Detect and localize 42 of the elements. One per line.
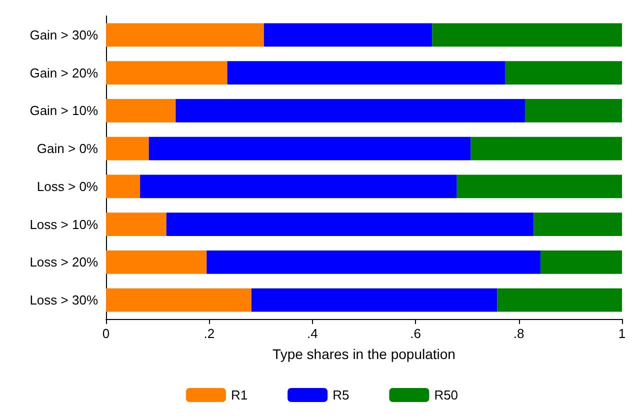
bar: [470, 136, 622, 160]
y-tick-label: Gain > 20%: [30, 65, 98, 80]
legend-label: R5: [332, 388, 350, 402]
bar: [264, 23, 432, 47]
y-tick-label: Loss > 10%: [30, 216, 98, 232]
x-tick-label: .2: [204, 326, 215, 341]
bar: [106, 250, 207, 274]
bar: [432, 23, 622, 47]
bar: [106, 136, 149, 160]
bar: [206, 250, 540, 274]
bar: [497, 288, 622, 312]
bar: [106, 61, 228, 85]
bar: [534, 212, 622, 236]
bar: [106, 23, 264, 47]
x-tick-label: .8: [513, 326, 524, 341]
x-axis-title: Type shares in the population: [272, 346, 456, 362]
y-tick-label: Loss > 30%: [30, 292, 98, 308]
bar: [540, 250, 622, 274]
legend-label: R1: [230, 388, 248, 402]
bar: [140, 174, 457, 198]
x-tick-label: 0: [102, 326, 110, 341]
bar: [252, 288, 498, 312]
x-tick-label: .6: [410, 326, 422, 341]
bar: [176, 98, 525, 122]
bar: [106, 212, 166, 236]
bar: [166, 212, 534, 236]
bar: [106, 174, 140, 198]
x-tick-label: 1: [618, 326, 626, 341]
y-tick-label: Gain > 30%: [30, 27, 98, 42]
legend-label: R50: [434, 388, 458, 402]
x-tick-label: .4: [306, 326, 318, 341]
y-tick-label: Loss > 0%: [36, 178, 98, 194]
y-tick-label: Gain > 0%: [36, 141, 98, 156]
bar: [106, 288, 252, 312]
bar: [505, 61, 622, 85]
bar: [524, 98, 622, 122]
bar: [148, 136, 471, 160]
bar: [456, 174, 622, 198]
y-tick-label: Gain > 10%: [30, 103, 98, 118]
bar: [106, 98, 176, 122]
bar: [227, 61, 506, 85]
y-tick-label: Loss > 20%: [30, 254, 98, 270]
